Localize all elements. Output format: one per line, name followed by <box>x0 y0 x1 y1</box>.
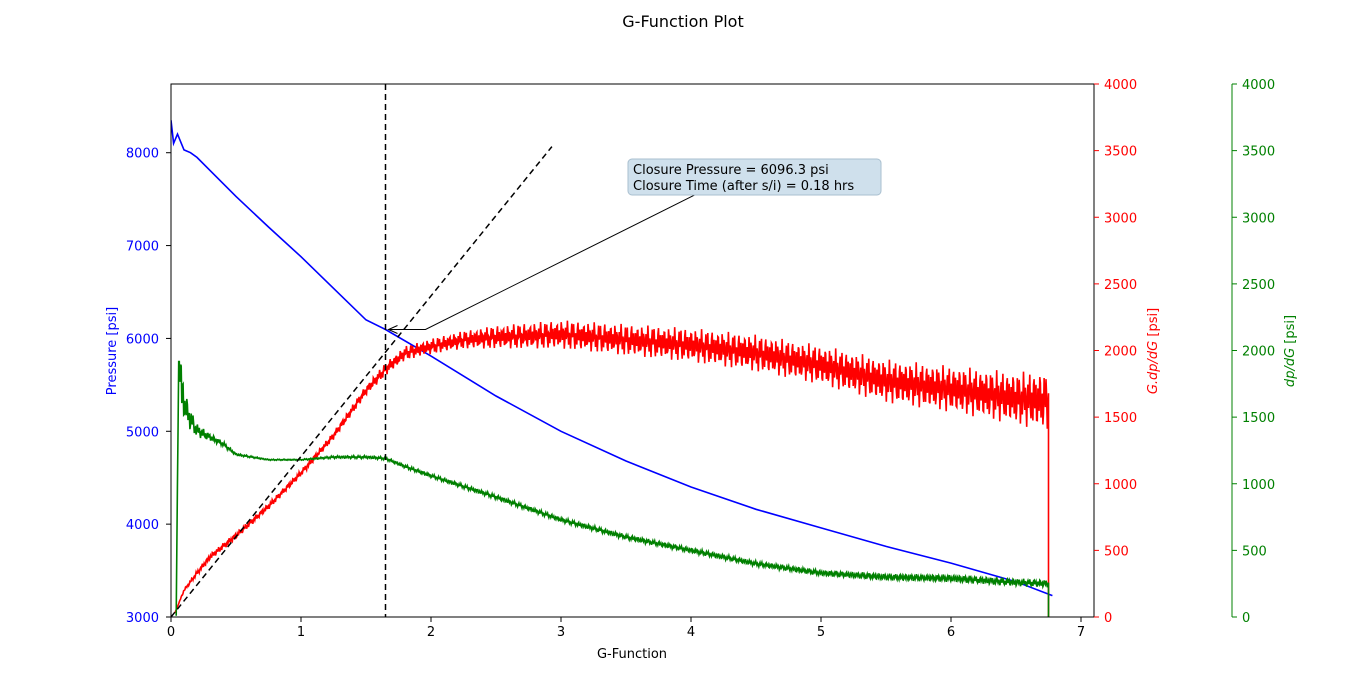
pressure-tick-label: 6000 <box>126 332 159 347</box>
gdpdg-tick-label: 4000 <box>1104 78 1137 93</box>
annotation-box <box>627 158 882 196</box>
series-line-dpdg <box>175 360 1050 617</box>
gdpdg-tick-label: 2000 <box>1104 345 1137 360</box>
gdpdg-tick-label: 2500 <box>1104 278 1137 293</box>
x-tick-label: 6 <box>947 625 955 640</box>
axes-group: 0 1 2 3 4 5 6 730004000500060007000800005001000… <box>126 78 1275 640</box>
plot-area <box>170 84 1053 618</box>
dpdg-axis-label-unit: [psi] <box>1283 315 1298 348</box>
dpdg-tick-label: 3000 <box>1242 211 1275 226</box>
dpdg-tick-label: 3500 <box>1242 145 1275 160</box>
gdpdg-tick-label: 1000 <box>1104 478 1137 493</box>
x-tick-label: 3 <box>557 625 565 640</box>
gdpdg-tick-label: 500 <box>1104 544 1129 559</box>
annotation-line-2: Closure Time (after s/i) = 0.18 hrs <box>633 179 854 194</box>
pressure-tick-label: 7000 <box>126 240 159 255</box>
dpdg-axis-label: dp/dG [psi] <box>1283 315 1298 387</box>
dpdg-tick-label: 2500 <box>1242 278 1275 293</box>
gdpdg-tick-label: 1500 <box>1104 411 1137 426</box>
gdpdg-axis-label: G.dp/dG [psi] <box>1146 308 1161 394</box>
dpdg-tick-label: 500 <box>1242 544 1267 559</box>
pressure-tick-label: 4000 <box>126 518 159 533</box>
x-tick-label: 5 <box>817 625 825 640</box>
gdpdg-axis-label-unit: [psi] <box>1146 308 1161 341</box>
x-tick-label: 1 <box>297 625 305 640</box>
dpdg-tick-label: 1000 <box>1242 478 1275 493</box>
annotation-arrow-head <box>387 325 398 334</box>
x-tick-label: 4 <box>687 625 695 640</box>
gdpdg-tick-label: 3000 <box>1104 211 1137 226</box>
x-axis-label: G-Function <box>597 647 667 662</box>
x-tick-label: 0 <box>167 625 175 640</box>
dpdg-tick-label: 0 <box>1242 611 1250 626</box>
pressure-axis-label: Pressure [psi] <box>105 307 120 395</box>
gdpdg-axis-label-math: G.dp/dG <box>1146 341 1161 394</box>
chart-title: G-Function Plot <box>622 12 743 31</box>
dpdg-tick-label: 4000 <box>1242 78 1275 93</box>
x-tick-label: 2 <box>427 625 435 640</box>
tangent-line <box>170 146 553 618</box>
gdpdg-tick-label: 0 <box>1104 611 1112 626</box>
series-line-pressure <box>171 120 1053 597</box>
gdpdg-tick-label: 3500 <box>1104 145 1137 160</box>
dpdg-tick-label: 1500 <box>1242 411 1275 426</box>
pressure-tick-label: 8000 <box>126 147 159 162</box>
series-line-gdpdg <box>174 320 1050 617</box>
dpdg-axis-label-math: dp/dG <box>1283 348 1298 387</box>
x-tick-label: 7 <box>1077 625 1085 640</box>
pressure-tick-label: 3000 <box>126 611 159 626</box>
pressure-tick-label: 5000 <box>126 425 159 440</box>
annotation-arrow-line <box>388 176 731 330</box>
series-layer <box>171 120 1053 617</box>
closure-annotation: Closure Pressure = 6096.3 psi Closure Ti… <box>627 158 882 196</box>
dpdg-tick-label: 2000 <box>1242 345 1275 360</box>
annotation-line-1: Closure Pressure = 6096.3 psi <box>633 163 829 178</box>
